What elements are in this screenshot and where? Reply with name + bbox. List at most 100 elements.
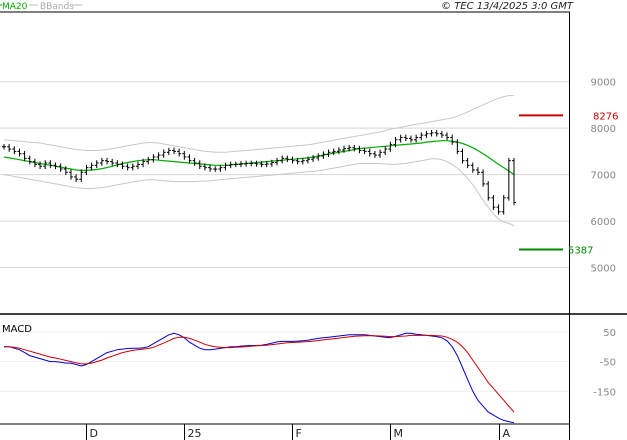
price-bar (99, 157, 104, 166)
signal-line (4, 334, 515, 413)
bollinger-bands (3, 95, 515, 227)
resistance-label: 8276 (593, 111, 618, 122)
macd-title: MACD (2, 324, 32, 335)
price-bar (27, 155, 32, 165)
price-bar (496, 204, 501, 215)
price-bar (470, 162, 475, 173)
price-bar (213, 166, 218, 172)
price-bar (305, 156, 310, 164)
price-bar (481, 169, 486, 187)
price-bar (63, 166, 68, 176)
price-bar (38, 161, 43, 170)
price-bar (280, 155, 285, 164)
price-bar (202, 163, 207, 171)
price-bar (254, 160, 259, 167)
price-bar (321, 151, 326, 159)
price-bar (445, 132, 450, 141)
price-bar (110, 158, 115, 166)
price-bar (275, 157, 280, 166)
price-bar (311, 155, 316, 163)
x-axis-ticks: D 25 F M A (86, 424, 511, 440)
price-tick-label: 7000 (591, 171, 616, 182)
price-bar (512, 157, 516, 206)
x-tick-label: 25 (188, 427, 202, 440)
price-bar (419, 132, 424, 141)
price-bar (125, 163, 130, 171)
price-bar (408, 135, 413, 143)
price-bar (372, 150, 377, 158)
price-bar (491, 195, 496, 210)
price-tick-label: 5000 (591, 264, 616, 275)
price-bar (269, 159, 274, 167)
price-bars (2, 130, 516, 215)
price-bar (32, 158, 37, 168)
price-bar (316, 153, 321, 161)
price-bar (94, 160, 99, 169)
x-tick-label: A (503, 427, 511, 440)
price-bar (2, 143, 6, 150)
price-bar (486, 181, 491, 201)
header-legend: MA20 BBands © TEC 13/4/2025 3:0 GMT (0, 1, 574, 12)
price-bar (7, 143, 12, 152)
support-label: 5387 (568, 246, 593, 257)
price-bar (460, 148, 465, 164)
price-bar (439, 130, 444, 138)
price-bar (336, 147, 341, 155)
price-bar (166, 147, 171, 156)
price-bar (141, 158, 146, 168)
price-y-ticks: 5000 6000 7000 8000 9000 (591, 78, 616, 275)
price-bar (295, 157, 300, 165)
price-bar (249, 160, 254, 167)
macd-tick-label: 50 (603, 328, 616, 339)
price-bar (135, 161, 140, 170)
price-bar (367, 148, 372, 157)
price-bar (12, 146, 17, 155)
price-levels: 8276 5387 (519, 111, 618, 257)
price-bar (290, 156, 295, 164)
macd-lines (4, 332, 515, 424)
price-bar (17, 148, 22, 157)
price-bar (79, 169, 84, 183)
price-bar (130, 163, 135, 171)
price-bar (187, 154, 192, 164)
price-bar (172, 147, 176, 155)
macd-tick-label: -150 (593, 387, 616, 398)
price-bar (48, 160, 53, 169)
price-bar (455, 139, 460, 155)
price-bar (342, 145, 346, 153)
price-bar (115, 160, 120, 168)
price-bar (285, 155, 290, 163)
price-tick-label: 6000 (591, 217, 616, 228)
price-bar (362, 147, 367, 155)
x-tick-label: F (296, 427, 302, 440)
price-bar (347, 144, 352, 152)
price-bar (105, 157, 110, 165)
bb-legend-label: BBands (40, 2, 74, 12)
price-bar (414, 134, 419, 143)
price-bar (53, 162, 58, 170)
price-bar (244, 160, 249, 167)
price-bar (22, 150, 27, 162)
macd-tick-label: -50 (600, 358, 616, 369)
price-bar (326, 149, 331, 157)
price-bar (208, 164, 213, 172)
price-bar (450, 134, 455, 145)
price-bar (403, 134, 408, 142)
ma-legend-label: MA20 (2, 2, 28, 12)
x-tick-label: D (90, 427, 98, 440)
price-bar (383, 146, 388, 156)
price-bar (300, 157, 305, 165)
price-bar (429, 130, 434, 137)
price-bar (58, 163, 63, 172)
price-bar (151, 154, 156, 163)
price-bar (238, 161, 243, 168)
bb-upper-line (3, 95, 514, 153)
price-bar (161, 149, 166, 158)
price-bar (259, 161, 264, 168)
price-bar (506, 157, 511, 201)
bb-lower-line (3, 158, 515, 227)
price-bar (43, 160, 48, 170)
price-bar (352, 144, 357, 152)
